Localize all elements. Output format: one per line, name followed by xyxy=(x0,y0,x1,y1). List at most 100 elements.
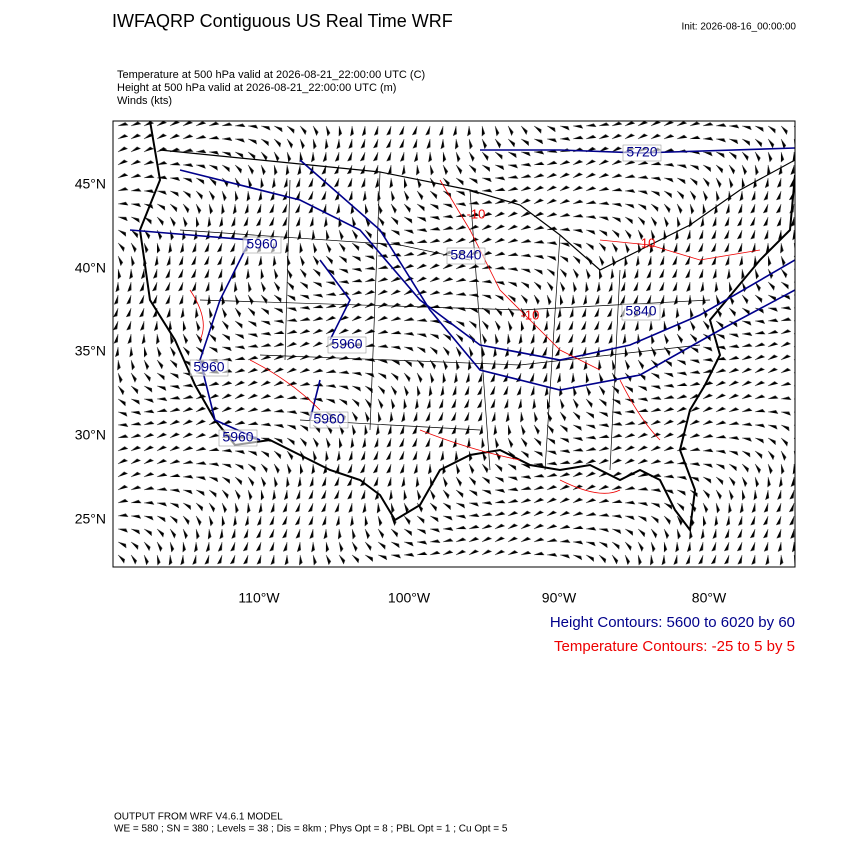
wind-barb xyxy=(442,359,448,371)
wind-barb xyxy=(598,268,603,280)
wind-barb xyxy=(377,289,388,296)
wind-barb xyxy=(737,242,743,253)
wind-barb xyxy=(182,203,190,214)
wind-barb xyxy=(689,177,698,186)
wind-barb xyxy=(113,320,119,331)
wind-barb xyxy=(348,502,353,513)
wind-barb xyxy=(585,411,595,419)
wind-barb xyxy=(571,372,576,384)
wind-barb xyxy=(416,251,428,257)
wind-barb xyxy=(234,356,246,361)
wind-barb xyxy=(361,177,366,188)
wind-barb xyxy=(494,463,503,472)
wind-barb xyxy=(182,528,188,540)
wind-barb xyxy=(620,281,626,292)
wind-barb xyxy=(309,216,314,227)
wind-barb xyxy=(130,485,142,491)
wind-barb xyxy=(572,385,577,397)
wind-barb xyxy=(130,421,142,426)
wind-barb xyxy=(686,229,691,240)
wind-barb xyxy=(191,281,197,292)
wind-barb xyxy=(689,203,695,215)
wind-barb xyxy=(546,255,557,261)
wind-barb xyxy=(728,333,739,338)
wind-barb xyxy=(663,203,671,213)
wind-barb xyxy=(491,359,496,370)
wind-barb xyxy=(715,393,726,400)
wind-barb xyxy=(507,476,518,481)
wind-barb xyxy=(403,190,410,201)
wind-barb xyxy=(425,437,431,448)
wind-barb xyxy=(724,541,730,552)
wind-barb xyxy=(555,359,561,370)
wind-barb xyxy=(780,381,792,387)
wind-barb xyxy=(286,437,295,446)
wind-barb xyxy=(568,333,574,344)
wind-barb xyxy=(481,224,492,231)
wind-barb xyxy=(325,281,336,286)
wind-barb xyxy=(598,541,608,548)
wind-barb xyxy=(245,268,250,280)
wind-barb xyxy=(481,463,489,474)
wind-barb xyxy=(351,398,360,407)
wind-barb xyxy=(143,515,154,521)
wind-barb xyxy=(247,138,257,145)
wind-barb xyxy=(364,343,376,348)
wind-barb xyxy=(712,268,717,279)
wind-barb xyxy=(234,420,246,426)
wind-barb xyxy=(182,407,194,413)
wind-barb xyxy=(533,307,538,319)
wind-barb xyxy=(507,252,519,257)
wind-barb xyxy=(611,541,620,550)
wind-barb xyxy=(182,163,194,168)
wind-barb xyxy=(633,281,639,292)
wind-barb xyxy=(364,385,373,393)
wind-barb xyxy=(426,138,431,149)
wind-barb xyxy=(585,186,597,192)
wind-barb xyxy=(156,359,164,370)
wind-barb xyxy=(559,268,567,278)
wind-barb xyxy=(309,528,314,539)
wind-barb xyxy=(520,211,531,218)
wind-barb xyxy=(117,122,129,127)
wind-barb xyxy=(273,151,280,162)
wind-barb xyxy=(295,502,301,513)
wind-barb xyxy=(169,396,181,400)
wind-barb xyxy=(559,281,566,292)
wind-barb xyxy=(568,320,574,331)
wind-barb xyxy=(208,381,220,387)
wind-barb xyxy=(364,398,372,408)
wind-barb xyxy=(195,406,206,413)
wind-barb xyxy=(360,463,366,474)
wind-barb xyxy=(702,406,713,413)
temperature-label: -10 xyxy=(467,206,486,221)
wind-barb xyxy=(156,528,165,538)
wind-barb xyxy=(195,489,205,496)
wind-barb xyxy=(428,385,433,397)
wind-barb xyxy=(377,372,387,380)
wind-barb xyxy=(195,515,202,526)
wind-barb xyxy=(494,176,506,181)
wind-barb xyxy=(546,281,554,292)
wind-barb xyxy=(364,515,369,527)
wind-barb xyxy=(546,185,557,192)
wind-barb xyxy=(715,123,727,127)
wind-barb xyxy=(455,463,461,475)
wind-barb xyxy=(544,385,549,397)
wind-barb xyxy=(468,489,478,497)
wind-barb xyxy=(195,419,206,426)
wind-barb xyxy=(295,216,301,227)
wind-barb xyxy=(468,224,479,231)
wind-barb xyxy=(494,187,506,192)
wind-barb xyxy=(312,255,320,266)
wind-barb xyxy=(702,476,712,484)
wind-barb xyxy=(676,406,687,413)
wind-barb xyxy=(556,320,561,331)
wind-barb xyxy=(637,541,644,552)
wind-barb xyxy=(117,411,128,417)
wind-barb xyxy=(507,424,512,436)
wind-barb xyxy=(244,255,249,266)
wind-barb xyxy=(377,203,383,215)
wind-barb xyxy=(195,149,207,154)
wind-barb xyxy=(507,267,519,272)
